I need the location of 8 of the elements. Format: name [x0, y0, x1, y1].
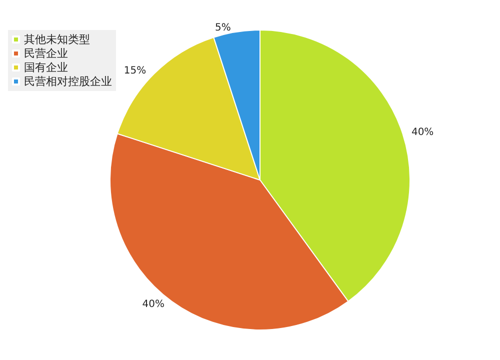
data-label: 40% — [142, 299, 164, 310]
data-label: 40% — [411, 126, 434, 138]
legend-label: 民营相对控股企业 — [24, 75, 112, 88]
legend-label: 国有企业 — [24, 61, 68, 74]
data-label: 15% — [124, 66, 146, 77]
data-label: 5% — [215, 22, 231, 34]
legend-label: 其他未知类型 — [24, 33, 90, 46]
legend-label: 民营企业 — [24, 47, 68, 60]
